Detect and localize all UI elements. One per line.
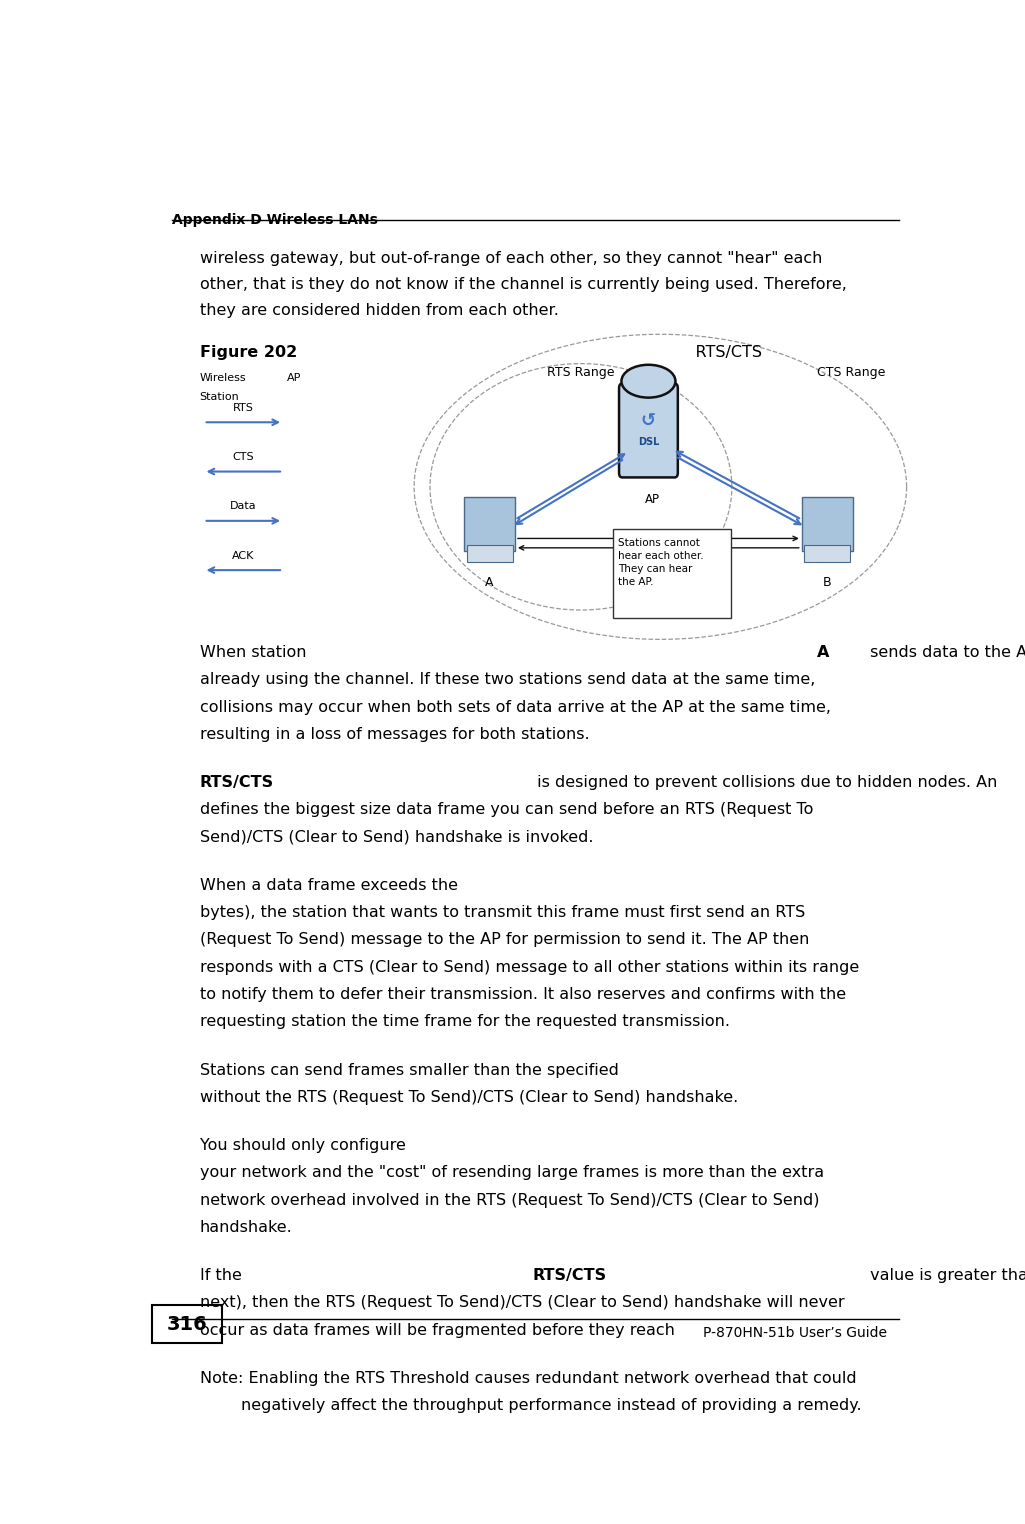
Text: CTS Range: CTS Range: [817, 366, 886, 379]
Text: DSL: DSL: [638, 437, 659, 447]
Text: A: A: [817, 645, 829, 660]
Text: ACK: ACK: [232, 550, 254, 561]
Text: Stations cannot
hear each other.
They can hear
the AP.: Stations cannot hear each other. They ca…: [618, 538, 704, 587]
FancyBboxPatch shape: [619, 384, 678, 477]
Text: resulting in a loss of messages for both stations.: resulting in a loss of messages for both…: [200, 727, 589, 742]
FancyBboxPatch shape: [466, 546, 512, 562]
Text: your network and the "cost" of resending large frames is more than the extra: your network and the "cost" of resending…: [200, 1166, 824, 1180]
Text: ↺: ↺: [641, 411, 656, 430]
Text: RTS/CTS: RTS/CTS: [200, 776, 274, 791]
Text: RTS: RTS: [233, 402, 254, 413]
Text: Note: Enabling the RTS Threshold causes redundant network overhead that could: Note: Enabling the RTS Threshold causes …: [200, 1372, 856, 1385]
Text: RTS Range: RTS Range: [547, 366, 615, 379]
Text: already using the channel. If these two stations send data at the same time,: already using the channel. If these two …: [200, 672, 815, 687]
Text: When station: When station: [200, 645, 312, 660]
Text: other, that is they do not know if the channel is currently being used. Therefor: other, that is they do not know if the c…: [200, 277, 847, 291]
Text: 316: 316: [166, 1315, 207, 1334]
FancyBboxPatch shape: [613, 529, 731, 619]
Text: A: A: [485, 576, 494, 588]
Text: Data: Data: [230, 501, 256, 512]
Ellipse shape: [621, 364, 675, 398]
Text: value is greater than the: value is greater than the: [865, 1268, 1025, 1283]
FancyBboxPatch shape: [464, 497, 515, 552]
FancyBboxPatch shape: [152, 1305, 221, 1344]
Text: AP: AP: [287, 373, 301, 383]
Text: collisions may occur when both sets of data arrive at the AP at the same time,: collisions may occur when both sets of d…: [200, 700, 830, 715]
Text: they are considered hidden from each other.: they are considered hidden from each oth…: [200, 303, 559, 317]
Text: is designed to prevent collisions due to hidden nodes. An: is designed to prevent collisions due to…: [532, 776, 1002, 791]
Text: If the: If the: [200, 1268, 247, 1283]
Text: without the RTS (Request To Send)/CTS (Clear to Send) handshake.: without the RTS (Request To Send)/CTS (C…: [200, 1090, 738, 1105]
Text: CTS: CTS: [233, 453, 254, 462]
Text: requesting station the time frame for the requested transmission.: requesting station the time frame for th…: [200, 1013, 730, 1029]
Text: network overhead involved in the RTS (Request To Send)/CTS (Clear to Send): network overhead involved in the RTS (Re…: [200, 1193, 819, 1207]
Text: B: B: [823, 576, 831, 588]
Text: negatively affect the throughput performance instead of providing a remedy.: negatively affect the throughput perform…: [200, 1398, 861, 1413]
Text: Figure 202: Figure 202: [200, 344, 297, 360]
Text: P-870HN-51b User’s Guide: P-870HN-51b User’s Guide: [703, 1326, 887, 1340]
Text: Stations can send frames smaller than the specified: Stations can send frames smaller than th…: [200, 1062, 623, 1077]
Text: responds with a CTS (Clear to Send) message to all other stations within its ran: responds with a CTS (Clear to Send) mess…: [200, 960, 859, 975]
Text: sends data to the AP, it might not know that the station: sends data to the AP, it might not know …: [865, 645, 1025, 660]
Text: RTS/CTS: RTS/CTS: [674, 344, 762, 360]
Text: to notify them to defer their transmission. It also reserves and confirms with t: to notify them to defer their transmissi…: [200, 988, 846, 1001]
Text: (Request To Send) message to the AP for permission to send it. The AP then: (Request To Send) message to the AP for …: [200, 933, 809, 948]
Text: Send)/CTS (Clear to Send) handshake is invoked.: Send)/CTS (Clear to Send) handshake is i…: [200, 829, 593, 844]
Text: RTS/CTS: RTS/CTS: [532, 1268, 606, 1283]
Text: Station: Station: [200, 392, 240, 402]
FancyBboxPatch shape: [802, 497, 853, 552]
Text: AP: AP: [645, 492, 660, 506]
Text: occur as data frames will be fragmented before they reach: occur as data frames will be fragmented …: [200, 1323, 680, 1338]
Text: defines the biggest size data frame you can send before an RTS (Request To: defines the biggest size data frame you …: [200, 803, 813, 817]
Text: next), then the RTS (Request To Send)/CTS (Clear to Send) handshake will never: next), then the RTS (Request To Send)/CT…: [200, 1295, 845, 1311]
Text: You should only configure: You should only configure: [200, 1138, 411, 1154]
Text: When a data frame exceeds the: When a data frame exceeds the: [200, 878, 462, 893]
Text: bytes), the station that wants to transmit this frame must first send an RTS: bytes), the station that wants to transm…: [200, 905, 805, 920]
Text: handshake.: handshake.: [200, 1219, 292, 1234]
FancyBboxPatch shape: [805, 546, 850, 562]
Text: wireless gateway, but out-of-range of each other, so they cannot "hear" each: wireless gateway, but out-of-range of ea…: [200, 251, 822, 267]
Text: Appendix D Wireless LANs: Appendix D Wireless LANs: [172, 213, 377, 227]
Text: Wireless: Wireless: [200, 373, 246, 383]
